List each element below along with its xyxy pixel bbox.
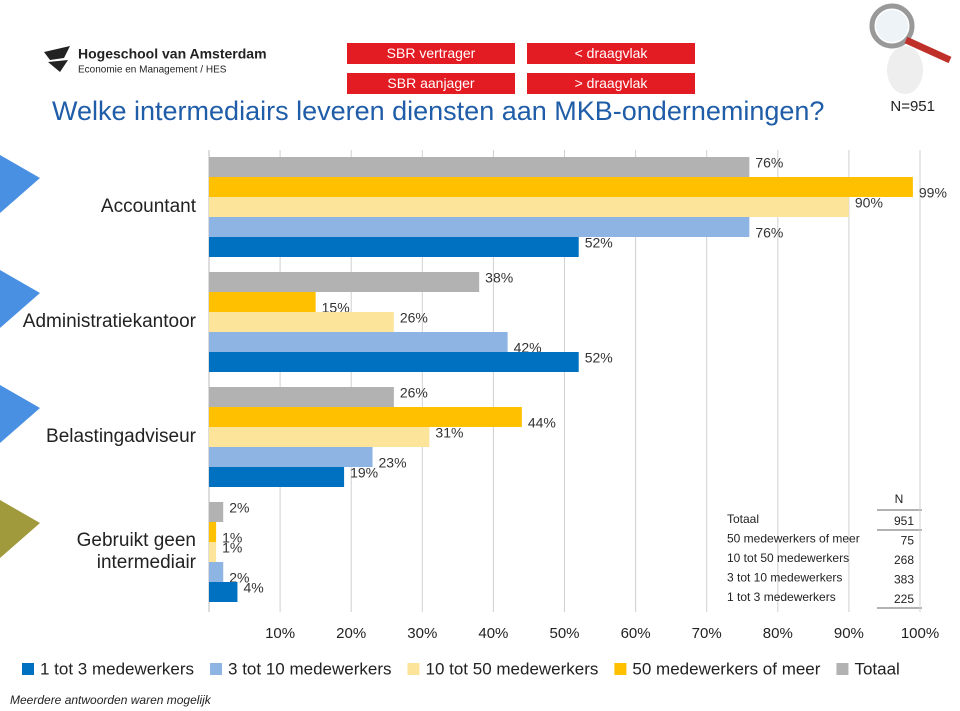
table-cell: 10 tot 50 medewerkers bbox=[727, 551, 849, 565]
data-label: 1% bbox=[222, 530, 242, 546]
table-cell: Totaal bbox=[727, 512, 759, 526]
legend-swatch bbox=[407, 663, 420, 675]
chart-subtitle: N=951 bbox=[890, 98, 935, 115]
data-label: 26% bbox=[400, 385, 428, 401]
data-label: 52% bbox=[585, 235, 613, 251]
row-arrows bbox=[0, 155, 40, 558]
data-label: 76% bbox=[755, 155, 783, 171]
x-tick-label: 90% bbox=[834, 625, 864, 642]
button[interactable]: > draagvlak bbox=[527, 73, 695, 94]
bar bbox=[209, 237, 579, 257]
footnote: Meerdere antwoorden waren mogelijk bbox=[10, 693, 212, 707]
n-table bbox=[877, 509, 922, 609]
legend-swatch bbox=[22, 663, 34, 675]
data-label: 90% bbox=[855, 195, 883, 211]
magnifier-icon bbox=[869, 3, 952, 94]
data-label: 4% bbox=[243, 580, 263, 596]
data-label: 2% bbox=[229, 570, 249, 586]
bar bbox=[209, 177, 913, 197]
legend-label: 1 tot 3 medewerkers bbox=[40, 659, 194, 678]
table-cell: 50 medewerkers of meer bbox=[727, 532, 860, 546]
data-label: 2% bbox=[229, 500, 249, 516]
logo-icon bbox=[44, 46, 70, 72]
data-label: 26% bbox=[400, 310, 428, 326]
bar bbox=[209, 447, 373, 467]
chart-title: Welke intermediairs leveren diensten aan… bbox=[52, 96, 824, 126]
category-label: Gebruikt geen intermediair bbox=[76, 530, 196, 573]
data-label: 52% bbox=[585, 350, 613, 366]
table-cell: 951 bbox=[894, 514, 914, 528]
bar bbox=[209, 502, 224, 522]
data-label: 23% bbox=[379, 455, 407, 471]
bar bbox=[209, 467, 345, 487]
x-tick-label: 10% bbox=[265, 625, 295, 642]
data-label: 99% bbox=[919, 185, 947, 201]
bar bbox=[209, 332, 508, 352]
legend-swatch bbox=[614, 663, 627, 675]
data-label: 15% bbox=[322, 300, 350, 316]
legend-swatch bbox=[836, 663, 849, 675]
logo-subtitle: Economie en Management / HES bbox=[78, 65, 227, 76]
data-label: 1% bbox=[222, 540, 242, 556]
data-label: 42% bbox=[514, 340, 542, 356]
bar bbox=[209, 352, 579, 372]
bar bbox=[209, 272, 480, 292]
x-tick-label: 80% bbox=[763, 625, 793, 642]
legend-label: Totaal bbox=[854, 659, 899, 678]
bar bbox=[209, 217, 750, 237]
legend-label: 50 medewerkers of meer bbox=[632, 659, 820, 678]
x-tick-label: 100% bbox=[901, 625, 939, 642]
category-label: Belastingadviseur bbox=[46, 426, 196, 447]
bar bbox=[209, 562, 224, 582]
x-tick-label: 20% bbox=[336, 625, 366, 642]
table-cell: 3 tot 10 medewerkers bbox=[727, 571, 842, 585]
x-tick-label: 70% bbox=[692, 625, 722, 642]
x-tick-label: 40% bbox=[478, 625, 508, 642]
category-label: Administratiekantoor bbox=[22, 311, 196, 332]
x-tick-label: 30% bbox=[407, 625, 437, 642]
bar bbox=[209, 407, 522, 427]
button[interactable]: SBR aanjager bbox=[347, 73, 515, 94]
data-label: 76% bbox=[755, 225, 783, 241]
x-tick-label: 50% bbox=[549, 625, 579, 642]
bar bbox=[209, 387, 394, 407]
data-label: 44% bbox=[528, 415, 556, 431]
legend-swatch bbox=[210, 663, 223, 675]
bar bbox=[209, 312, 394, 332]
logo-title: Hogeschool van Amsterdam bbox=[78, 46, 267, 62]
bar bbox=[209, 542, 217, 562]
bar bbox=[209, 197, 849, 217]
bar bbox=[209, 292, 316, 312]
button[interactable]: < draagvlak bbox=[527, 43, 695, 64]
data-label: 31% bbox=[435, 425, 463, 441]
table-cell: 268 bbox=[894, 553, 914, 567]
bar bbox=[209, 582, 238, 602]
data-label: 38% bbox=[485, 270, 513, 286]
table-header: N bbox=[895, 492, 904, 506]
legend-label: 3 tot 10 medewerkers bbox=[228, 659, 391, 678]
table-cell: 1 tot 3 medewerkers bbox=[727, 590, 836, 604]
bar bbox=[209, 157, 750, 177]
table-cell: 75 bbox=[901, 534, 915, 548]
table-cell: 383 bbox=[894, 573, 914, 587]
bar bbox=[209, 522, 217, 542]
button[interactable]: SBR vertrager bbox=[347, 43, 515, 64]
category-label: Accountant bbox=[100, 196, 196, 217]
x-tick-label: 60% bbox=[621, 625, 651, 642]
table-cell: 225 bbox=[894, 592, 914, 606]
data-label: 19% bbox=[350, 465, 378, 481]
legend-label: 10 tot 50 medewerkers bbox=[425, 659, 598, 678]
bar bbox=[209, 427, 430, 447]
